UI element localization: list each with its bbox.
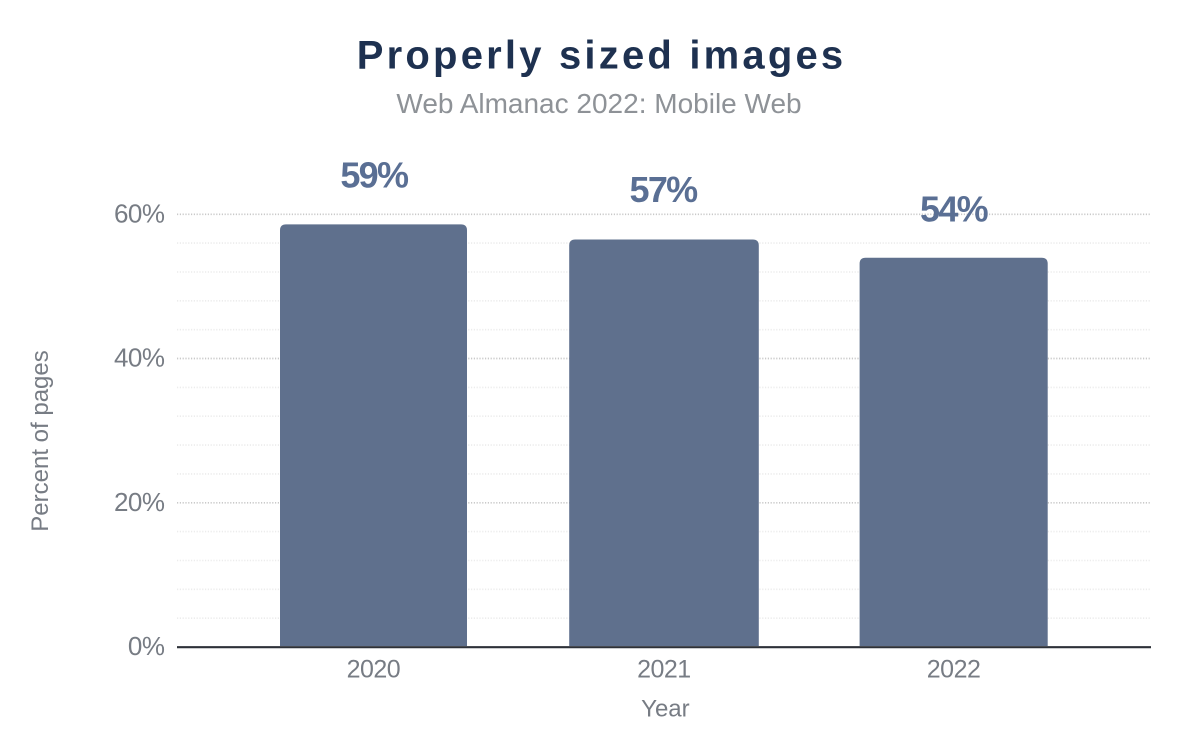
svg-text:2020: 2020 — [347, 655, 401, 683]
svg-text:0%: 0% — [128, 631, 165, 661]
svg-text:60%: 60% — [114, 199, 165, 229]
svg-text:59%: 59% — [340, 155, 409, 196]
svg-text:Properly sized images: Properly sized images — [357, 34, 847, 78]
svg-text:54%: 54% — [920, 189, 989, 230]
svg-text:Percent of pages: Percent of pages — [27, 350, 54, 531]
svg-text:Year: Year — [641, 696, 690, 723]
svg-text:2022: 2022 — [927, 655, 981, 683]
svg-text:40%: 40% — [114, 343, 165, 373]
svg-text:2021: 2021 — [637, 655, 691, 683]
svg-text:20%: 20% — [114, 487, 165, 517]
svg-text:Web Almanac 2022: Mobile Web: Web Almanac 2022: Mobile Web — [396, 88, 801, 119]
svg-text:57%: 57% — [630, 169, 699, 210]
